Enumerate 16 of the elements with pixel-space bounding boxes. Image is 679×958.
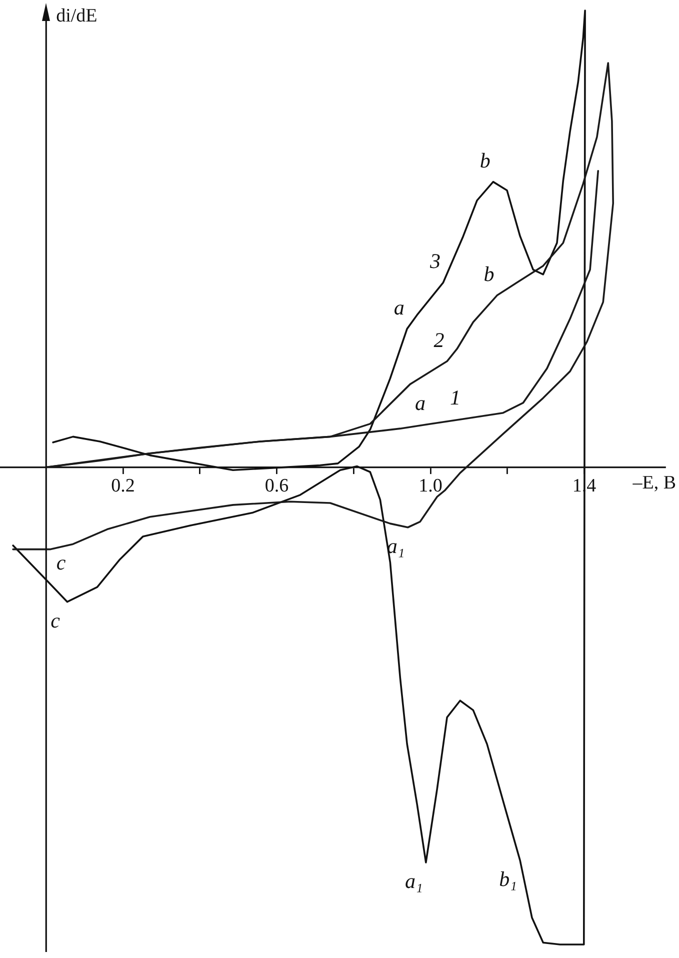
x-tick-label: 1.0 — [418, 476, 442, 497]
annotation: 2 — [434, 328, 445, 352]
x-tick-label: 0.6 — [264, 476, 289, 497]
annotation: a — [394, 295, 404, 320]
annotation: b — [480, 148, 490, 172]
annotation: a₁ — [405, 868, 423, 893]
annotation: b — [484, 262, 494, 286]
x-tick-label: 0.2 — [111, 476, 135, 497]
annotation: c — [50, 608, 61, 632]
annotation: c — [56, 550, 66, 575]
annotation: b₁ — [499, 867, 517, 892]
annotation: 1 — [450, 386, 460, 410]
y-axis-title: di/dE — [56, 5, 98, 26]
x-axis-title: –E, B — [632, 472, 676, 494]
annotation: 3 — [428, 249, 440, 274]
annotation: a — [414, 390, 426, 415]
